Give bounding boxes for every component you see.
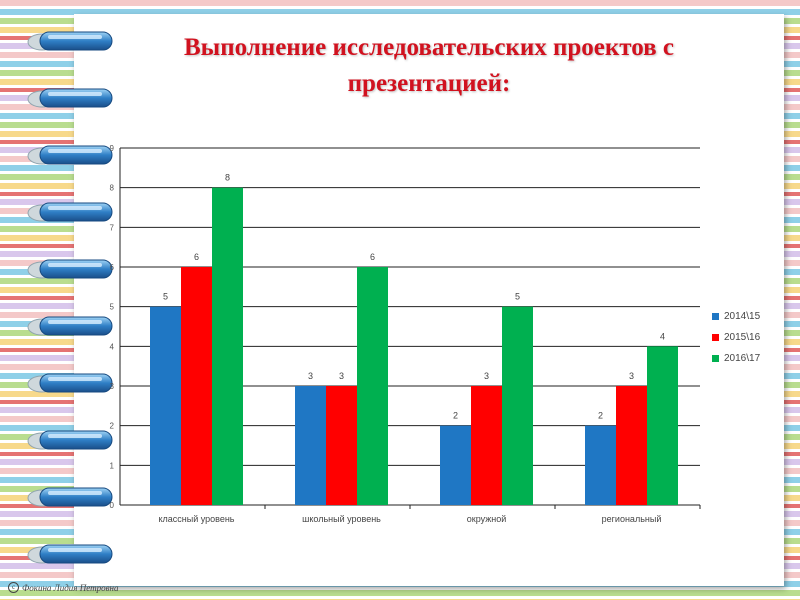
binder-rings (27, 31, 113, 564)
bar (326, 386, 357, 505)
y-tick-label: 2 (110, 422, 115, 431)
bar (357, 267, 388, 505)
y-tick-label: 1 (110, 461, 115, 470)
copyright-icon: c (8, 582, 19, 593)
footer-credit: c Фокина Лидия Петровна (8, 582, 119, 593)
bar (295, 386, 326, 505)
binder-ring-icon (27, 544, 113, 564)
bars (150, 187, 678, 505)
slide-title: Выполнение исследовательских проектов с … (74, 30, 784, 102)
binder-ring-icon (27, 31, 113, 51)
y-tick-label: 8 (110, 184, 115, 193)
binder-ring-icon (27, 487, 113, 507)
category-label: школьный уровень (302, 514, 381, 524)
data-label: 3 (308, 371, 313, 381)
binder-ring-icon (27, 259, 113, 279)
bar (616, 386, 647, 505)
legend-item: 2015\16 (712, 327, 760, 348)
legend-swatch (712, 334, 719, 341)
data-label: 5 (515, 292, 520, 302)
binder-ring-icon (27, 373, 113, 393)
bar (502, 306, 533, 505)
bar (181, 267, 212, 505)
binder-ring-icon (27, 88, 113, 108)
chart-legend: 2014\15 2015\16 2016\17 (712, 306, 760, 369)
title-line-2: презентацией: (347, 70, 511, 97)
data-label: 2 (598, 411, 603, 421)
category-label: окружной (467, 514, 506, 524)
y-tick-label: 4 (110, 342, 115, 351)
data-label: 5 (163, 292, 168, 302)
binder-ring-icon (27, 202, 113, 222)
legend-label: 2014\15 (724, 311, 761, 322)
bar (212, 187, 243, 505)
data-label: 4 (660, 331, 665, 341)
y-tick-label: 9 (110, 144, 115, 153)
legend-item: 2014\15 (712, 306, 760, 327)
binder-ring-icon (27, 316, 113, 336)
bar (150, 306, 181, 505)
bar (440, 425, 471, 505)
bar (647, 346, 678, 505)
y-tick-labels: 0 1 2 3 4 5 6 7 8 9 (110, 144, 115, 510)
bar (471, 386, 502, 505)
data-label: 2 (453, 411, 458, 421)
y-tick-label: 5 (110, 303, 115, 312)
legend-label: 2015\16 (724, 332, 761, 343)
legend-item: 2016\17 (712, 348, 760, 369)
y-tick-label: 7 (110, 223, 115, 232)
data-label: 8 (225, 173, 230, 183)
binder-ring-icon (27, 430, 113, 450)
y-tick-label: 3 (110, 382, 115, 391)
legend-swatch (712, 355, 719, 362)
title-line-1: Выполнение исследовательских проектов с (184, 34, 674, 61)
data-label: 3 (339, 371, 344, 381)
bar (585, 425, 616, 505)
category-label: классный уровень (158, 514, 234, 524)
data-label: 6 (194, 252, 199, 262)
data-label: 3 (629, 371, 634, 381)
footer-text: Фокина Лидия Петровна (22, 582, 119, 593)
y-tick-label: 6 (110, 263, 115, 272)
category-labels: классный уровень школьный уровень окружной… (158, 514, 661, 524)
data-labels: 5 6 8 3 3 6 2 3 5 2 3 4 (163, 173, 665, 421)
legend-swatch (712, 313, 719, 320)
legend-label: 2016\17 (724, 353, 761, 364)
data-label: 3 (484, 371, 489, 381)
category-label: региональный (602, 514, 662, 524)
binder-ring-icon (27, 145, 113, 165)
y-tick-label: 0 (110, 501, 115, 510)
data-label: 6 (370, 252, 375, 262)
